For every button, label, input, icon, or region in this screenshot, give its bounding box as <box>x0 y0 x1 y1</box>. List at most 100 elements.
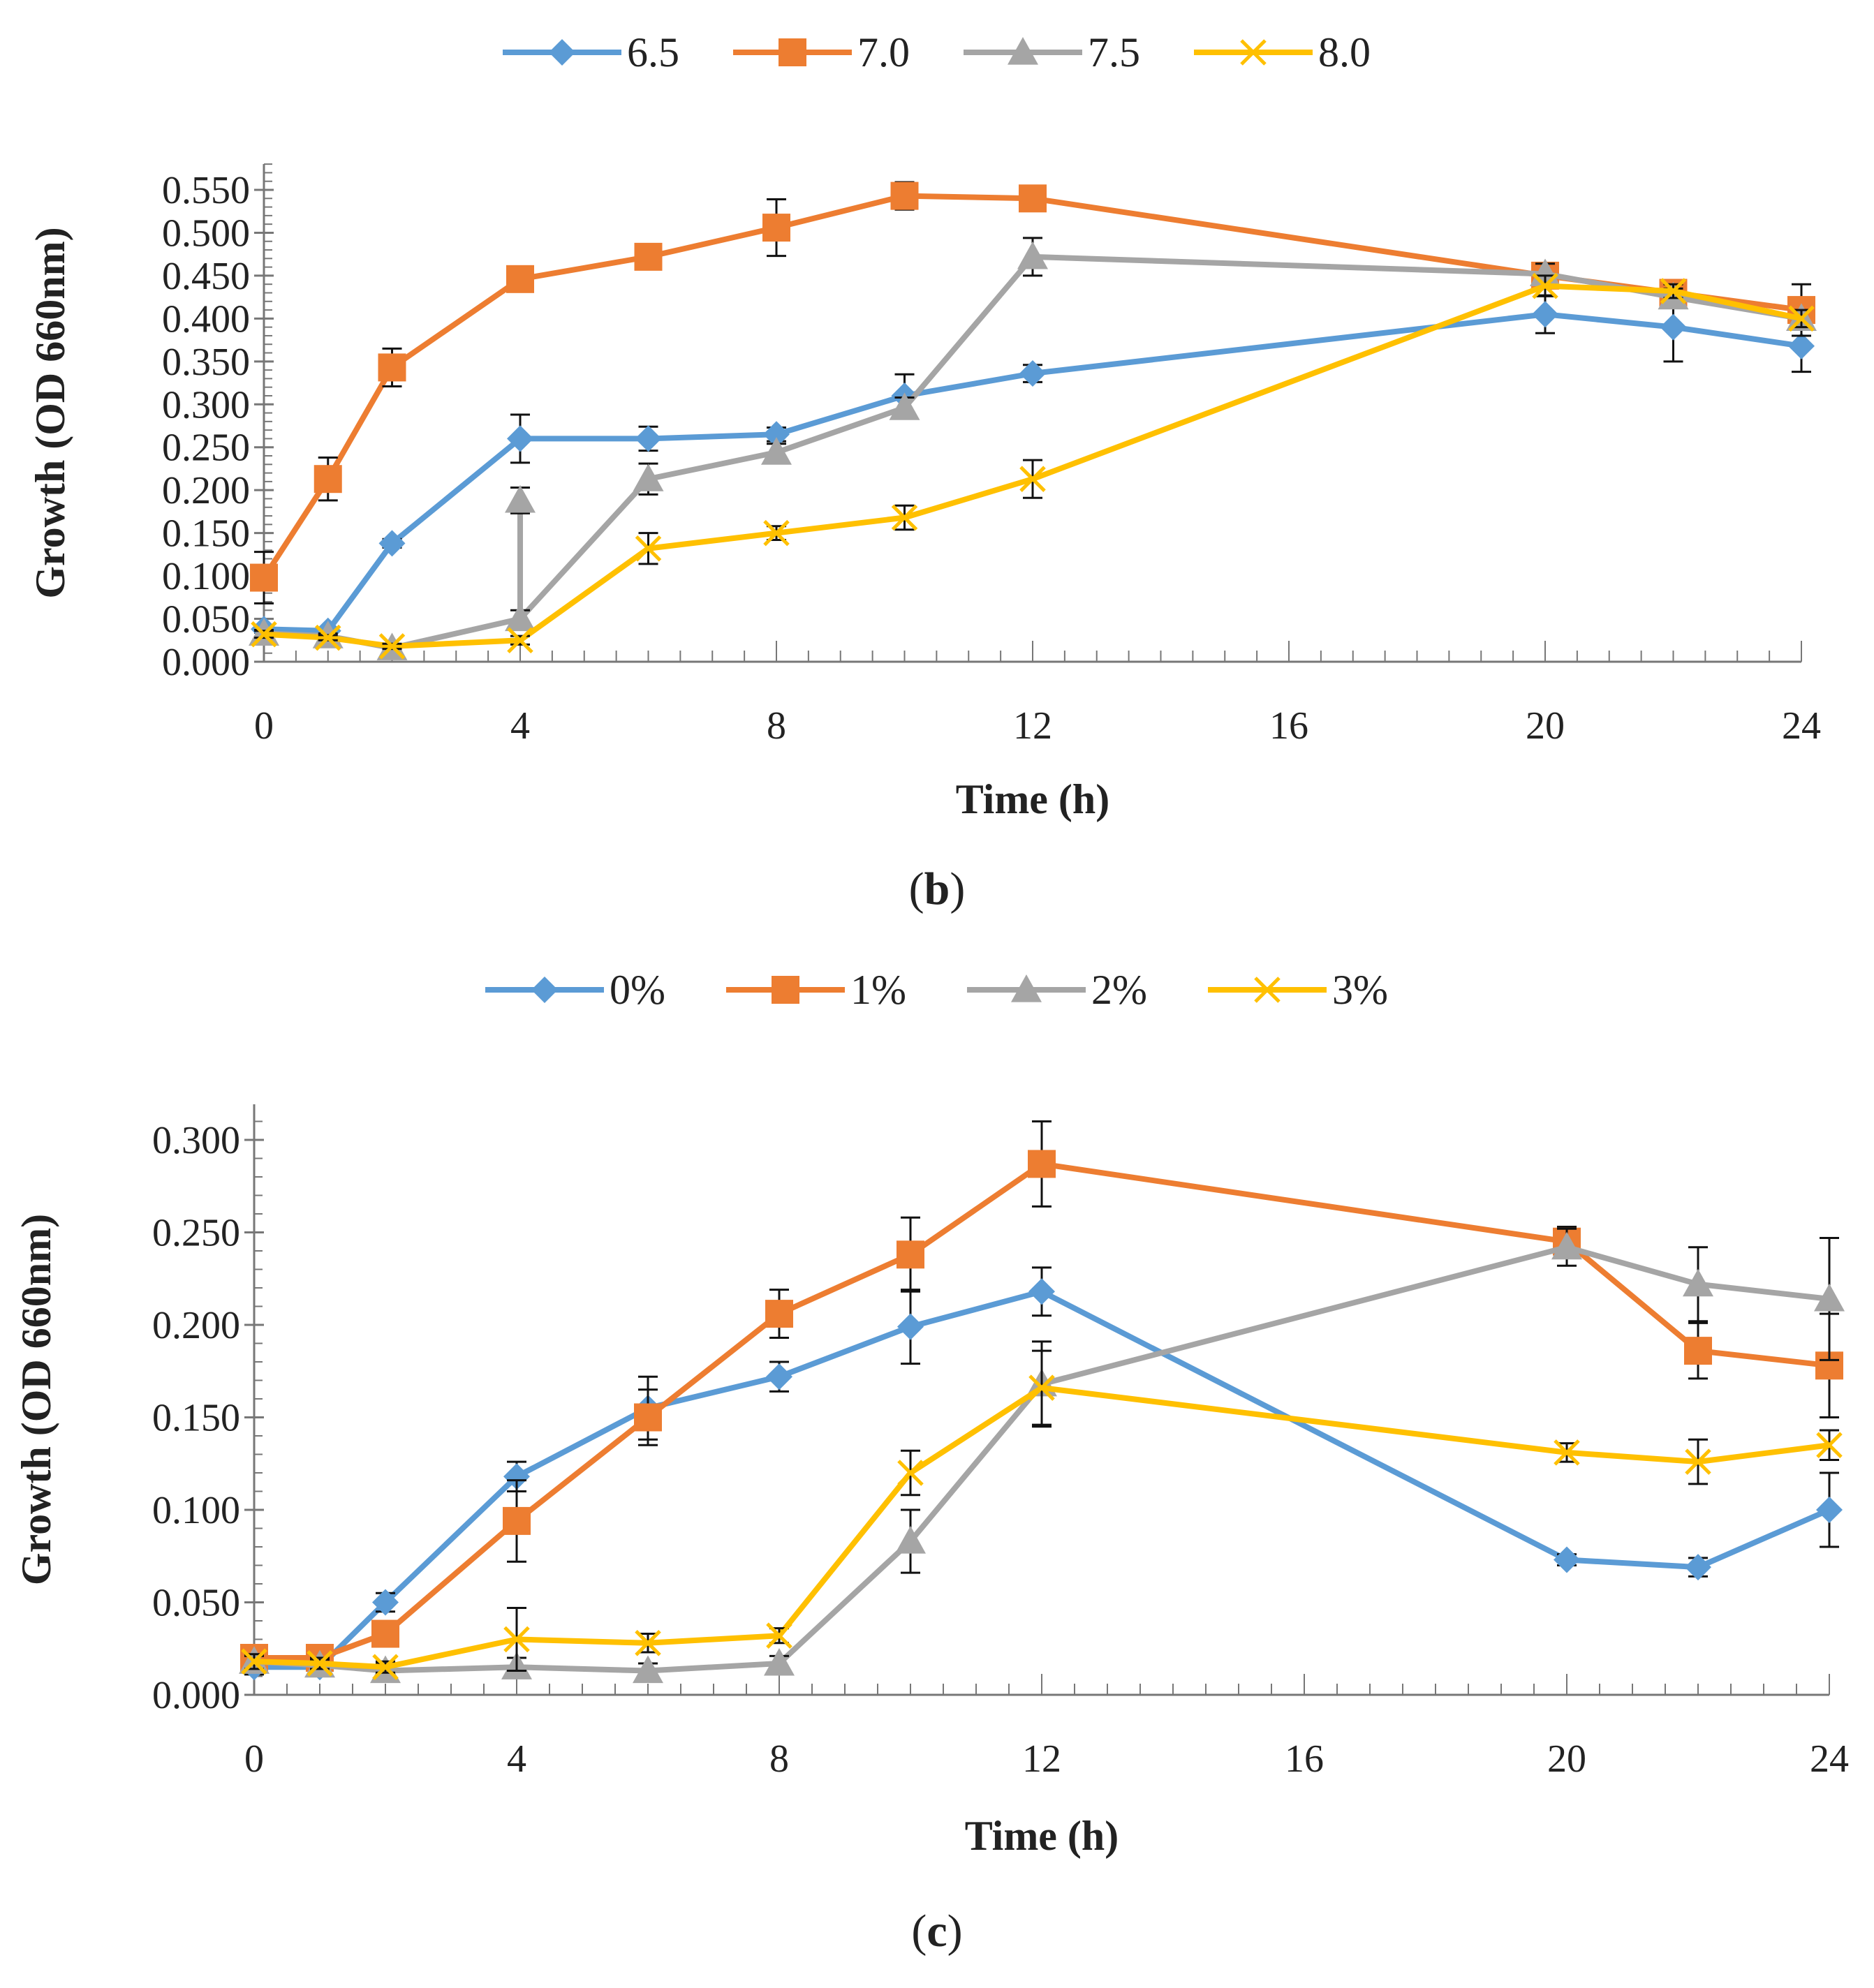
y-tick-label-b: 0.150 <box>162 512 250 556</box>
legend-label: 7.0 <box>857 29 910 75</box>
data-point <box>634 242 663 271</box>
legend-label: 6.5 <box>627 29 679 75</box>
data-point <box>251 621 277 648</box>
panel-label-b: (b) <box>909 863 966 914</box>
legend-label: 8.0 <box>1318 29 1371 75</box>
data-point <box>506 265 534 293</box>
data-point <box>250 563 278 592</box>
data-point <box>1685 1448 1711 1475</box>
data-point <box>761 437 792 465</box>
y-tick-label-c: 0.100 <box>152 1489 240 1532</box>
data-point <box>897 1460 924 1486</box>
x-tick-label-c: 0 <box>244 1737 264 1781</box>
data-point <box>1554 1546 1580 1573</box>
y-tick-label-b: 0.100 <box>162 555 250 598</box>
data-point <box>505 484 536 513</box>
data-point <box>1816 1497 1843 1523</box>
x-tick-label-b: 20 <box>1526 704 1565 748</box>
x-axis-label-b: Time (h) <box>956 776 1110 822</box>
data-point <box>1660 313 1687 341</box>
data-point <box>1554 1439 1580 1466</box>
data-point <box>762 214 790 242</box>
data-point <box>378 633 406 660</box>
series-c-1% <box>240 1120 1843 1672</box>
data-point <box>1019 466 1046 492</box>
data-point <box>503 1506 531 1535</box>
y-tick-label-b: 0.200 <box>162 469 250 512</box>
y-axis-label-b: Growth (OD 660nm) <box>27 227 73 598</box>
data-point <box>1019 184 1047 213</box>
y-tick-label-c: 0.050 <box>152 1582 240 1625</box>
legend-c: 0% 1% 2% 3% <box>485 967 1388 1013</box>
data-point <box>1028 1278 1055 1305</box>
x-tick-label-c: 8 <box>769 1737 789 1781</box>
y-tick-label-c: 0.150 <box>152 1397 240 1440</box>
data-point <box>503 1626 530 1653</box>
data-point <box>897 1313 924 1340</box>
data-point <box>507 425 533 452</box>
data-point <box>1788 305 1815 332</box>
legend-swatch-marker <box>779 38 806 66</box>
data-point <box>372 1654 399 1681</box>
x-tick-label-b: 16 <box>1269 704 1308 748</box>
data-point <box>766 1363 792 1390</box>
data-point <box>503 1463 530 1490</box>
y-tick-label-c: 0.000 <box>152 1674 240 1717</box>
x-axis-label-c: Time (h) <box>965 1813 1119 1859</box>
data-point <box>890 181 919 210</box>
series-b-8.0 <box>251 272 1815 660</box>
x-tick-label-c: 16 <box>1285 1737 1324 1781</box>
x-tick-label-c: 4 <box>507 1737 526 1781</box>
legend-swatch-marker <box>549 39 575 66</box>
chart-panel-c: 0.000 0.050 0.100 0.150 0.200 0.250 0.300 0 4 8 12… <box>13 967 1849 1957</box>
legend-label: 0% <box>610 967 665 1013</box>
legend-item: 6.5 <box>503 29 679 75</box>
legend-label: 1% <box>850 967 906 1013</box>
series-c-3% <box>241 1349 1843 1681</box>
data-point <box>1551 1231 1582 1260</box>
data-point <box>635 1630 661 1656</box>
panel-label-c: (c) <box>911 1906 962 1957</box>
data-point <box>1814 1283 1845 1312</box>
legend-item: 2% <box>967 967 1147 1013</box>
y-tick-label-b: 0.000 <box>162 641 250 684</box>
data-point <box>897 1240 924 1269</box>
legend-swatch-marker <box>1008 37 1038 65</box>
legend-item: 7.0 <box>733 29 910 75</box>
legend-swatch-marker <box>772 976 799 1004</box>
data-point <box>633 1655 663 1684</box>
data-point <box>635 535 662 562</box>
data-point <box>1028 1374 1055 1401</box>
y-tick-label-c: 0.300 <box>152 1119 240 1162</box>
data-point <box>507 627 533 654</box>
data-point <box>313 465 342 494</box>
legend-swatch-marker <box>1240 39 1267 66</box>
data-point <box>378 353 406 382</box>
y-tick-label-c: 0.200 <box>152 1304 240 1347</box>
data-point <box>763 519 790 547</box>
y-tick-label-b: 0.500 <box>162 212 250 255</box>
data-point <box>634 1403 662 1432</box>
x-tick-label-b: 0 <box>254 704 274 748</box>
legend-label: 3% <box>1332 967 1388 1013</box>
series-line <box>253 1385 1830 1670</box>
data-point <box>765 1300 793 1328</box>
legend-label: 7.5 <box>1088 29 1140 75</box>
y-tick-label-b: 0.250 <box>162 426 250 470</box>
x-tick-label-c: 12 <box>1022 1737 1061 1781</box>
chart-panel-b: 0.0000.0500.1000.1500.2000.2500.3000.350… <box>27 29 1821 914</box>
data-point <box>1788 332 1815 359</box>
data-point <box>371 1619 399 1648</box>
legend-item: 1% <box>726 967 906 1013</box>
y-tick-label-c: 0.250 <box>152 1212 240 1255</box>
data-point <box>1660 278 1687 304</box>
data-point <box>307 1650 333 1677</box>
x-tick-label-b: 12 <box>1013 704 1052 748</box>
data-point <box>372 1589 399 1616</box>
legend-item: 0% <box>485 967 665 1013</box>
y-tick-label-b: 0.300 <box>162 383 250 426</box>
data-point <box>766 1622 792 1649</box>
data-point <box>889 392 920 420</box>
